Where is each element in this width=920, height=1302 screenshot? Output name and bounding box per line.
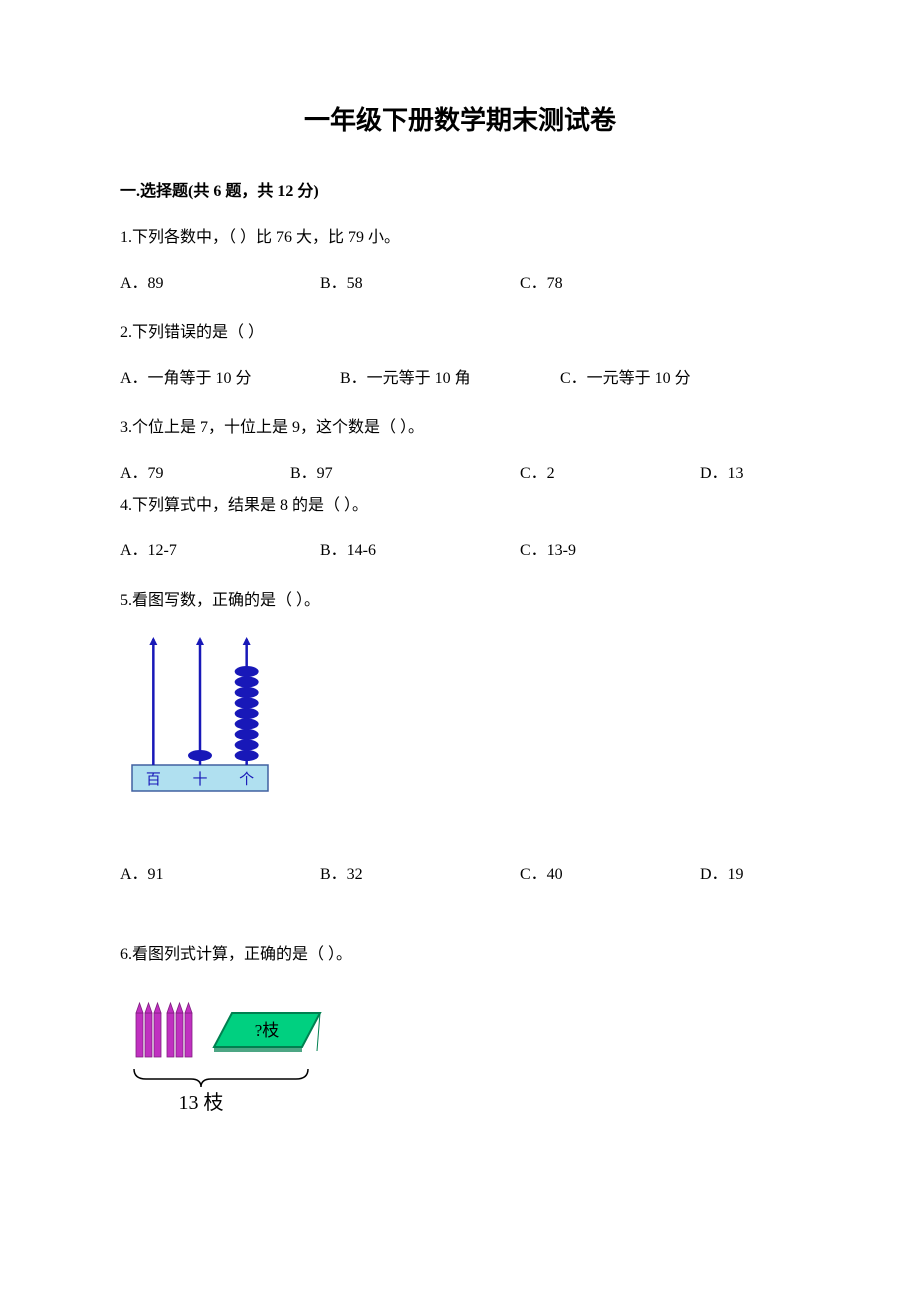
svg-text:13 枝: 13 枝 <box>179 1091 224 1114</box>
question-6: 6.看图列式计算，正确的是（ ）。 ?枝 13 枝 <box>120 942 800 1126</box>
q5-opt-b: B．32 <box>320 862 520 888</box>
q5-options: A．91 B．32 C．40 D．19 <box>120 862 800 888</box>
q5-opt-c: C．40 <box>520 862 700 888</box>
q3-opt-d: D．13 <box>700 461 800 487</box>
section-header: 一.选择题(共 6 题，共 12 分) <box>120 177 800 201</box>
q2-opt-b: B．一元等于 10 角 <box>340 366 560 392</box>
q2-opt-a: A．一角等于 10 分 <box>120 366 340 392</box>
pencils-figure: ?枝 13 枝 <box>130 987 800 1126</box>
question-3: 3.个位上是 7，十位上是 9，这个数是（ ）。 A．79 B．97 C．2 D… <box>120 415 800 486</box>
q1-opt-b: B．58 <box>320 271 520 297</box>
q6-text: 6.看图列式计算，正确的是（ ）。 <box>120 942 800 968</box>
question-2: 2.下列错误的是（ ） A．一角等于 10 分 B．一元等于 10 角 C．一元… <box>120 320 800 391</box>
q4-opt-b: B．14-6 <box>320 538 520 564</box>
q5-text: 5.看图写数，正确的是（ ）。 <box>120 588 800 614</box>
q3-options: A．79 B．97 C．2 D．13 <box>120 461 800 487</box>
q3-opt-a: A．79 <box>120 461 290 487</box>
svg-text:百: 百 <box>146 772 161 788</box>
svg-text:十: 十 <box>192 771 207 788</box>
q3-opt-b: B．97 <box>290 461 520 487</box>
q2-options: A．一角等于 10 分 B．一元等于 10 角 C．一元等于 10 分 <box>120 366 800 392</box>
q4-opt-c: C．13-9 <box>520 538 720 564</box>
svg-text:个: 个 <box>239 771 254 788</box>
q4-opt-a: A．12-7 <box>120 538 320 564</box>
q2-text: 2.下列错误的是（ ） <box>120 320 800 346</box>
q1-opt-a: A．89 <box>120 271 320 297</box>
question-4: 4.下列算式中，结果是 8 的是（ ）。 A．12-7 B．14-6 C．13-… <box>120 493 800 564</box>
q1-text: 1.下列各数中，（ ）比 76 大，比 79 小。 <box>120 225 800 251</box>
abacus-figure: 百十个 <box>130 633 800 802</box>
abacus-svg: 百十个 <box>130 633 270 793</box>
page-title: 一年级下册数学期末测试卷 <box>120 100 800 137</box>
pencils-svg: ?枝 13 枝 <box>130 987 330 1117</box>
q5-opt-d: D．19 <box>700 862 800 888</box>
q2-opt-c: C．一元等于 10 分 <box>560 366 780 392</box>
q4-options: A．12-7 B．14-6 C．13-9 <box>120 538 800 564</box>
q4-text: 4.下列算式中，结果是 8 的是（ ）。 <box>120 493 800 519</box>
question-1: 1.下列各数中，（ ）比 76 大，比 79 小。 A．89 B．58 C．78 <box>120 225 800 296</box>
svg-text:?枝: ?枝 <box>255 1021 280 1040</box>
q1-options: A．89 B．58 C．78 <box>120 271 800 297</box>
q3-opt-c: C．2 <box>520 461 700 487</box>
q3-text: 3.个位上是 7，十位上是 9，这个数是（ ）。 <box>120 415 800 441</box>
q5-opt-a: A．91 <box>120 862 320 888</box>
q1-opt-c: C．78 <box>520 271 720 297</box>
question-5: 5.看图写数，正确的是（ ）。 百 十 个 A．91 B．32 C．40 D．19 <box>120 588 800 888</box>
